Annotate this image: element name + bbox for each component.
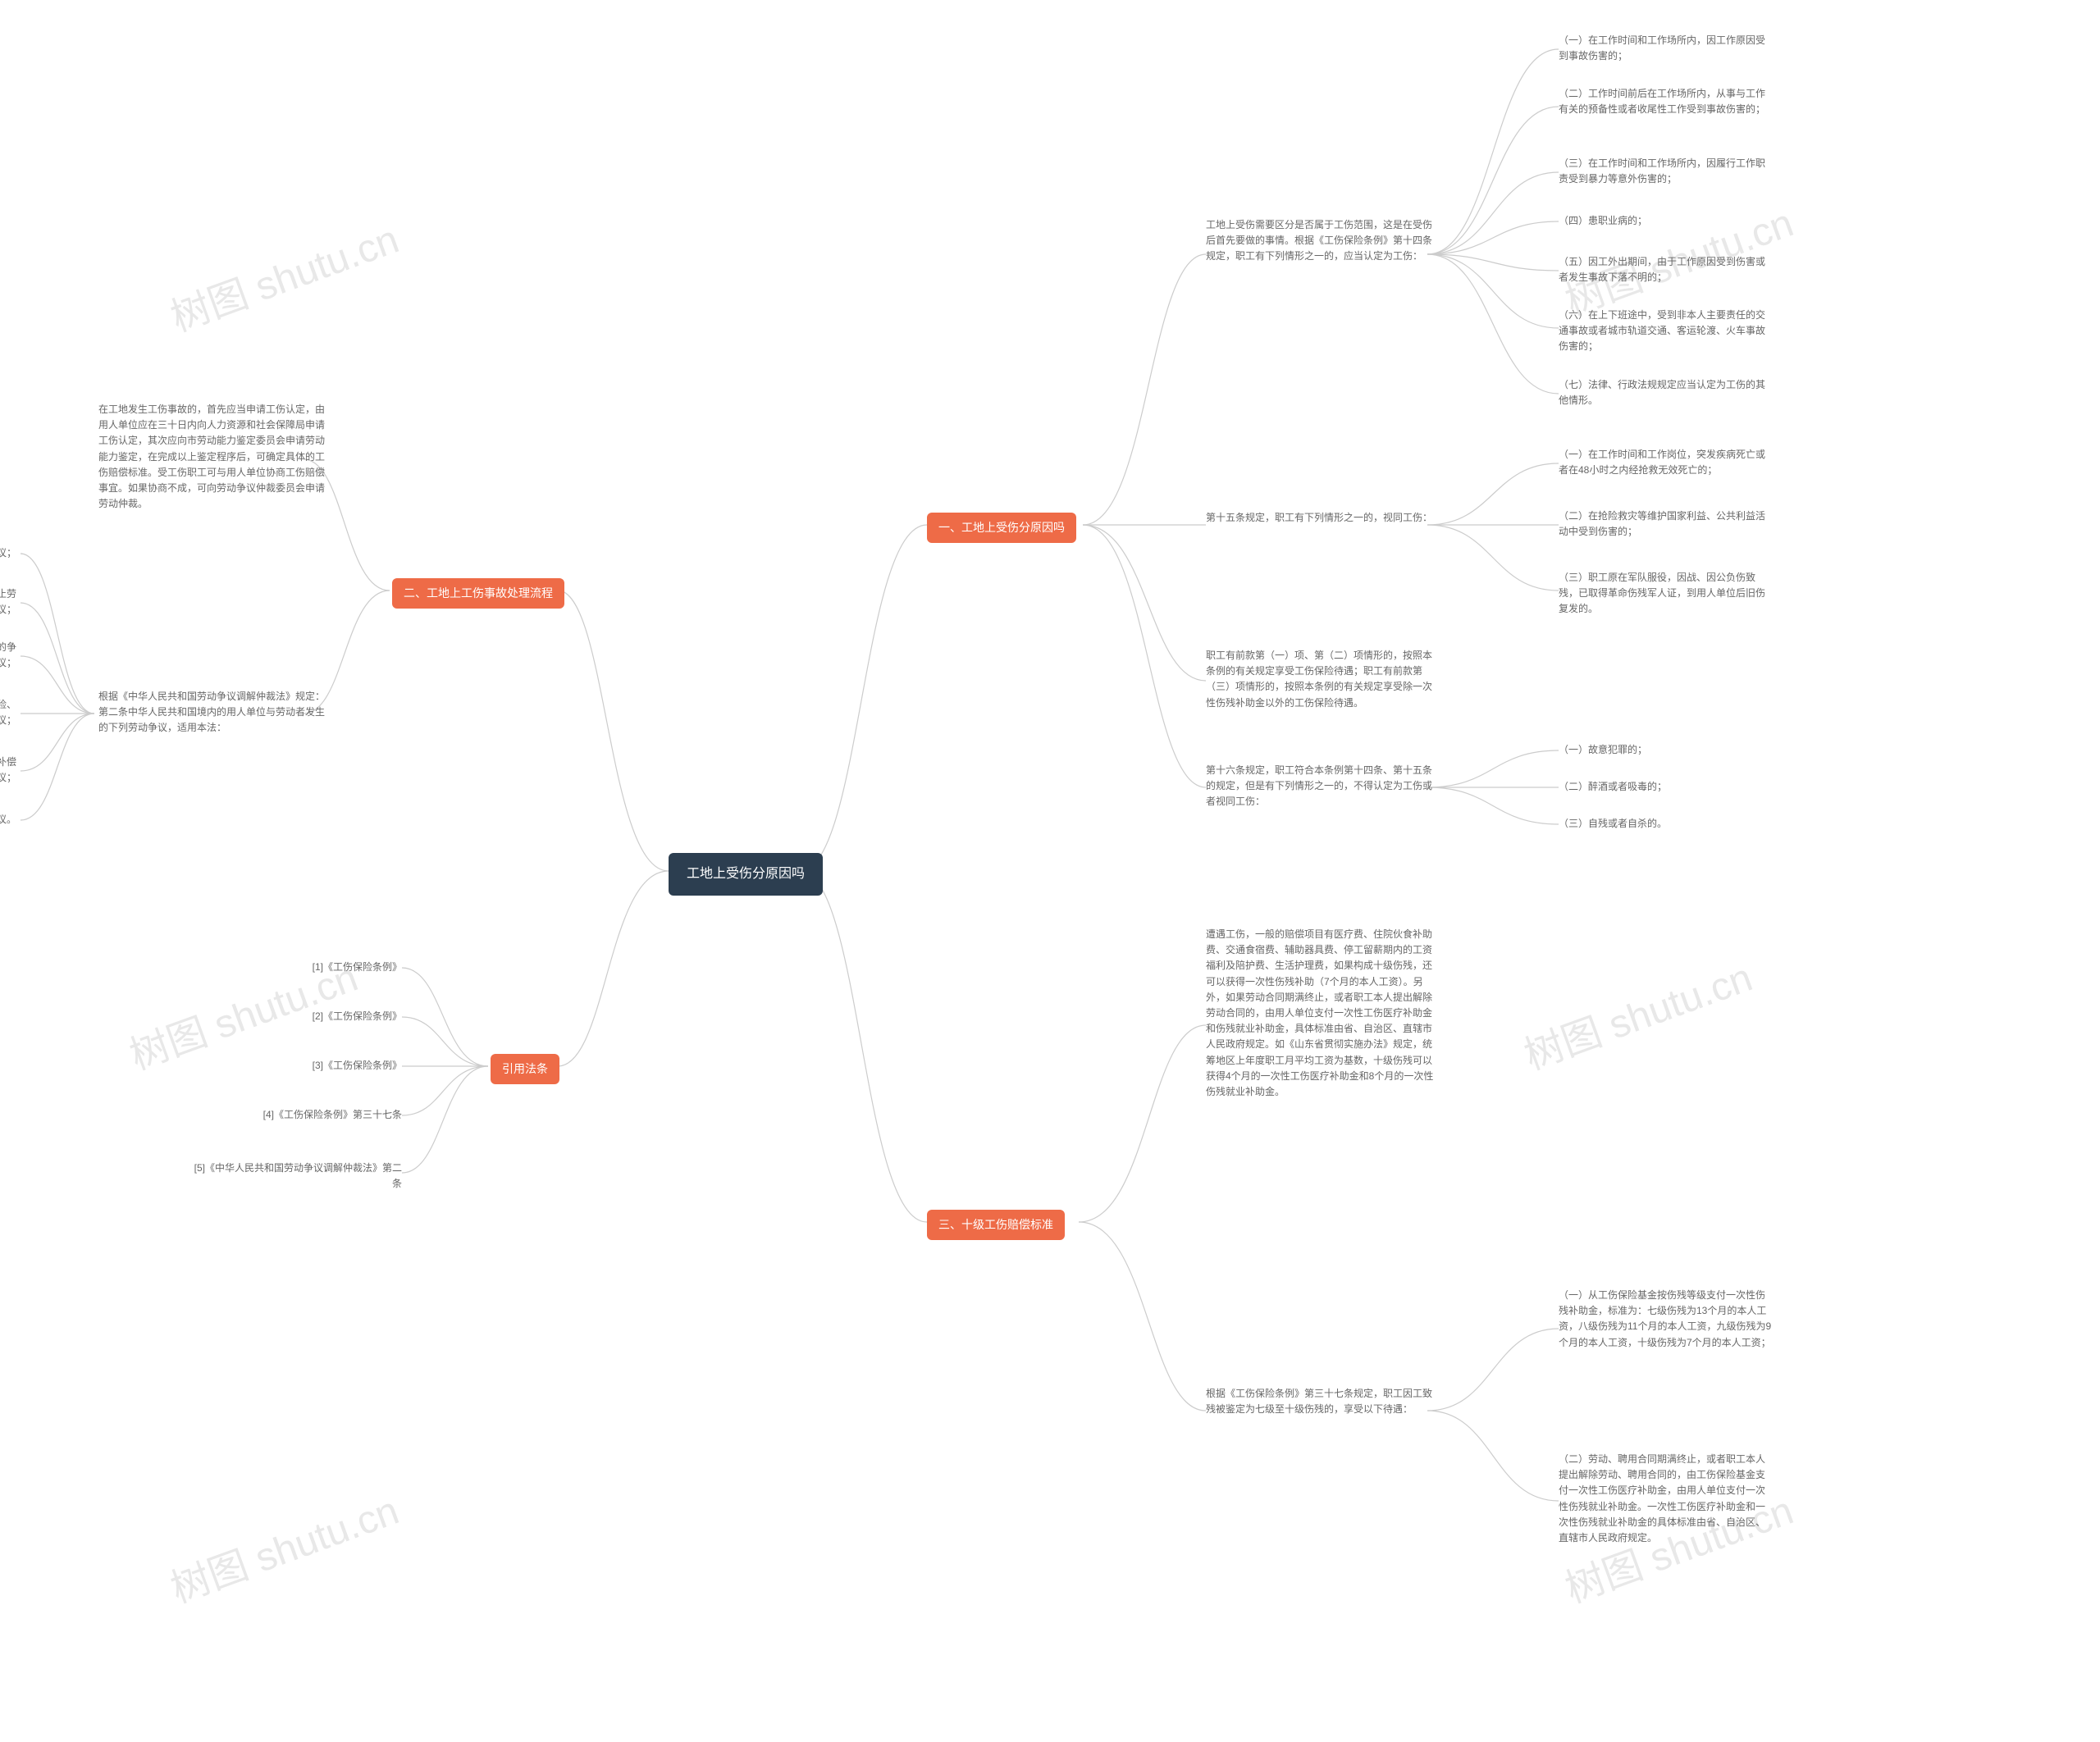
b2-g2-item-6: （六）法律、法规规定的其他劳动争议。	[0, 812, 16, 828]
center-node[interactable]: 工地上受伤分原因吗	[669, 853, 823, 896]
b4-item-1: [1]《工伤保险条例》	[246, 960, 402, 975]
b4-item-5: [5]《中华人民共和国劳动争议调解仲裁法》第二条	[189, 1161, 402, 1192]
b4-item-2: [2]《工伤保险条例》	[246, 1009, 402, 1024]
watermark: 树图 shutu.cn	[162, 207, 405, 342]
b4-item-4: [4]《工伤保险条例》第三十七条	[213, 1107, 402, 1123]
b1-g1-item-5: （五）因工外出期间，由于工作原因受到伤害或者发生事故下落不明的；	[1559, 254, 1772, 285]
watermark: 树图 shutu.cn	[1515, 945, 1759, 1080]
b1-g1-item-6: （六）在上下班途中，受到非本人主要责任的交通事故或者城市轨道交通、客运轮渡、火车…	[1559, 308, 1772, 355]
watermark: 树图 shutu.cn	[162, 1478, 405, 1613]
b1-g1-intro: 工地上受伤需要区分是否属于工伤范围，这是在受伤后首先要做的事情。根据《工伤保险条…	[1206, 217, 1436, 265]
b1-g4-intro: 第十六条规定，职工符合本条例第十四条、第十五条的规定，但是有下列情形之一的，不得…	[1206, 763, 1436, 810]
b2-g2-item-5: （五）因劳动报酬、工伤医疗费、经济补偿或者赔偿金等发生的争议；	[0, 755, 16, 786]
b2-g2-item-3: （三）因除名、辞退和辞职、离职发生的争议；	[0, 640, 16, 671]
b1-g1-item-4: （四）患职业病的；	[1559, 213, 1647, 229]
b1-g4-item-1: （一）故意犯罪的；	[1559, 742, 1647, 758]
b2-g2-item-4: （四）因工作时间、休息休假、社会保险、福利、培训以及劳动保护发生的争议；	[0, 697, 16, 728]
branch-references[interactable]: 引用法条	[491, 1054, 559, 1084]
b1-g1-item-1: （一）在工作时间和工作场所内，因工作原因受到事故伤害的；	[1559, 33, 1772, 64]
b4-item-3: [3]《工伤保险条例》	[246, 1058, 402, 1074]
b3-g2-item-2: （二）劳动、聘用合同期满终止，或者职工本人提出解除劳动、聘用合同的，由工伤保险基…	[1559, 1452, 1772, 1546]
b3-g2-item-1: （一）从工伤保险基金按伤残等级支付一次性伤残补助金，标准为：七级伤残为13个月的…	[1559, 1288, 1772, 1351]
b1-g4-item-3: （三）自残或者自杀的。	[1559, 816, 1667, 832]
b1-g3-text: 职工有前款第（一）项、第（二）项情形的，按照本条例的有关规定享受工伤保险待遇；职…	[1206, 648, 1436, 711]
b2-g1-text: 在工地发生工伤事故的，首先应当申请工伤认定，由用人单位应在三十日内向人力资源和社…	[98, 402, 328, 512]
b1-g2-item-3: （三）职工原在军队服役，因战、因公负伤致残，已取得革命伤残军人证，到用人单位后旧…	[1559, 570, 1772, 618]
b1-g4-item-2: （二）醉酒或者吸毒的；	[1559, 779, 1667, 795]
b1-g1-item-7: （七）法律、行政法规规定应当认定为工伤的其他情形。	[1559, 377, 1772, 408]
branch-section-1[interactable]: 一、工地上受伤分原因吗	[927, 513, 1076, 543]
branch-section-2[interactable]: 二、工地上工伤事故处理流程	[392, 578, 564, 609]
b2-g2-item-2: （二）因订立、履行、变更、解除和终止劳动合同发生的争议；	[0, 586, 16, 618]
b1-g2-intro: 第十五条规定，职工有下列情形之一的，视同工伤：	[1206, 510, 1432, 526]
b1-g1-item-3: （三）在工作时间和工作场所内，因履行工作职责受到暴力等意外伤害的；	[1559, 156, 1772, 187]
branch-section-3[interactable]: 三、十级工伤赔偿标准	[927, 1210, 1065, 1240]
b3-g1-text: 遭遇工伤，一般的赔偿项目有医疗费、住院伙食补助费、交通食宿费、辅助器具费、停工留…	[1206, 927, 1436, 1100]
b1-g2-item-1: （一）在工作时间和工作岗位，突发疾病死亡或者在48小时之内经抢救无效死亡的；	[1559, 447, 1772, 478]
b2-g2-item-1: （一）因确认劳动关系发生的争议；	[0, 545, 16, 561]
connector-lines	[0, 0, 2100, 1742]
b1-g1-item-2: （二）工作时间前后在工作场所内，从事与工作有关的预备性或者收尾性工作受到事故伤害…	[1559, 86, 1772, 117]
b1-g2-item-2: （二）在抢险救灾等维护国家利益、公共利益活动中受到伤害的；	[1559, 508, 1772, 540]
b2-g2-intro: 根据《中华人民共和国劳动争议调解仲裁法》规定：第二条中华人民共和国境内的用人单位…	[98, 689, 328, 736]
b3-g2-intro: 根据《工伤保险条例》第三十七条规定，职工因工致残被鉴定为七级至十级伤残的，享受以…	[1206, 1386, 1436, 1417]
